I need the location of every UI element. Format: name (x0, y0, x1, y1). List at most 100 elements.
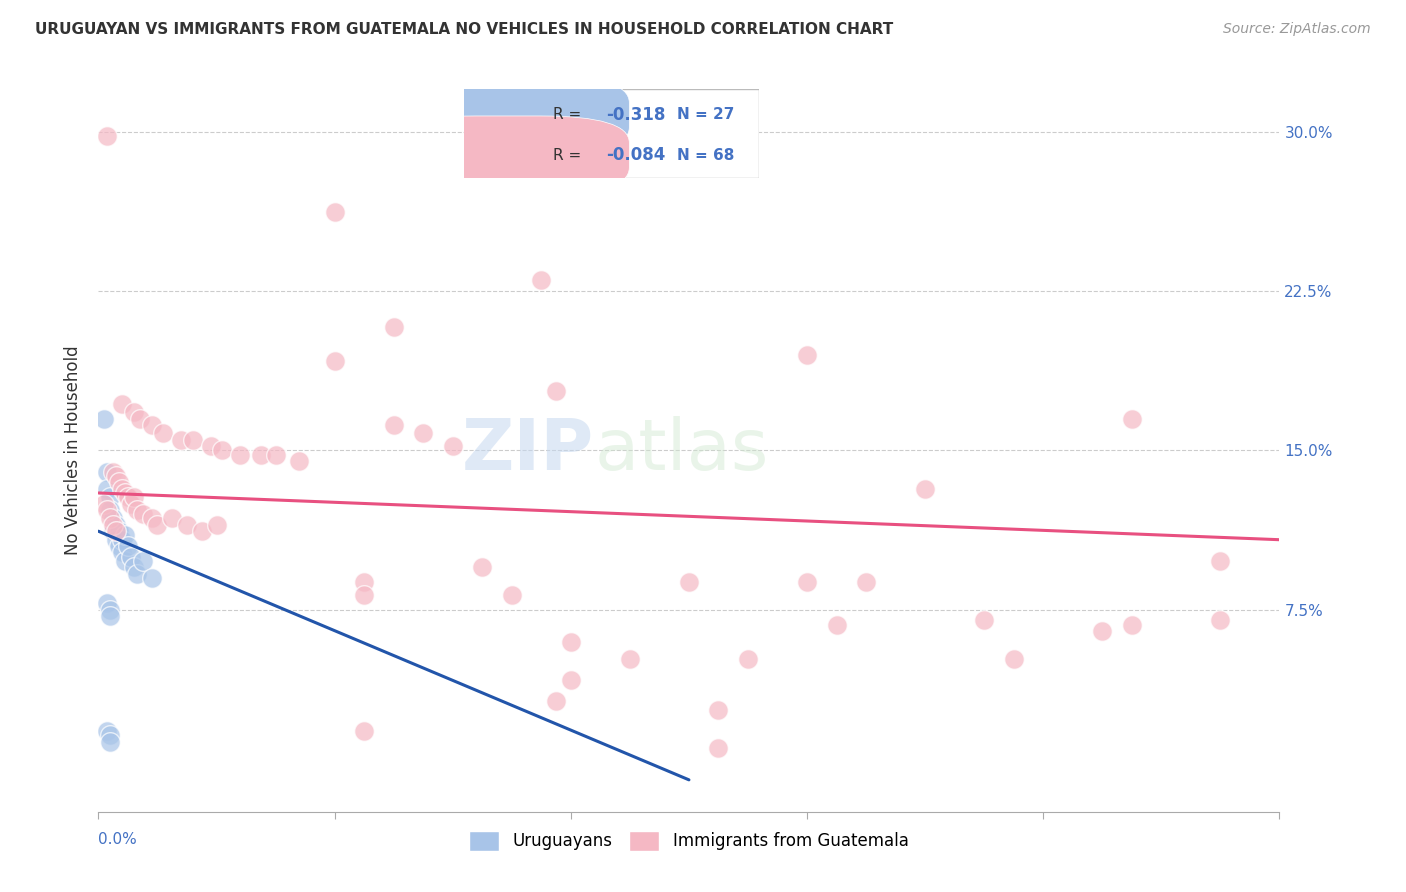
Point (146, 517, 169, 532)
Point (229, 448, 252, 462)
Point (560, 634, 582, 648)
Point (191, 524, 214, 539)
Point (501, 588, 523, 602)
Point (737, 651, 759, 665)
Point (111, 482, 134, 496)
FancyBboxPatch shape (387, 116, 630, 194)
Point (412, 426, 434, 441)
Point (96, 503, 118, 517)
Legend: Uruguayans, Immigrants from Guatemala: Uruguayans, Immigrants from Guatemala (463, 824, 915, 857)
Point (98, 511, 121, 525)
Point (205, 517, 228, 532)
Point (132, 554, 155, 568)
Point (98, 503, 121, 517)
Point (1121, 411, 1143, 425)
Point (105, 524, 128, 539)
Point (114, 486, 136, 500)
Text: N = 68: N = 68 (676, 148, 734, 162)
Point (128, 411, 150, 425)
Point (108, 524, 131, 539)
Point (114, 528, 136, 542)
Text: Source: ZipAtlas.com: Source: ZipAtlas.com (1223, 22, 1371, 37)
Point (1209, 554, 1232, 568)
Point (546, 384, 568, 398)
FancyBboxPatch shape (387, 76, 630, 154)
Point (264, 448, 287, 462)
Point (111, 397, 134, 411)
Point (103, 511, 125, 525)
Point (141, 511, 163, 525)
Point (619, 651, 641, 665)
Point (796, 348, 818, 362)
Point (288, 454, 311, 468)
Point (111, 533, 134, 547)
Text: URUGUAYAN VS IMMIGRANTS FROM GUATEMALA NO VEHICLES IN HOUSEHOLD CORRELATION CHAR: URUGUAYAN VS IMMIGRANTS FROM GUATEMALA N… (35, 22, 893, 37)
Point (96, 128, 118, 143)
Point (108, 475, 131, 490)
Point (707, 741, 730, 756)
Point (120, 497, 142, 511)
Point (125, 566, 148, 581)
Point (353, 588, 375, 602)
Text: ZIP: ZIP (463, 416, 595, 485)
Text: -0.084: -0.084 (606, 146, 665, 164)
Point (200, 439, 222, 453)
Point (441, 439, 464, 453)
Point (471, 560, 494, 574)
Point (98, 728, 121, 742)
Point (96, 465, 118, 479)
Point (98, 734, 121, 748)
Point (122, 405, 145, 419)
Point (105, 469, 128, 483)
Point (1209, 614, 1232, 628)
Point (678, 575, 700, 590)
Point (323, 205, 346, 219)
Text: -0.318: -0.318 (606, 105, 665, 124)
Point (250, 448, 273, 462)
Point (117, 490, 139, 504)
Point (1002, 651, 1025, 665)
Point (132, 507, 155, 521)
Point (176, 517, 198, 532)
Point (117, 539, 139, 553)
Point (120, 549, 142, 564)
Point (530, 273, 553, 287)
Point (546, 694, 568, 708)
Point (560, 673, 582, 687)
Point (98, 490, 121, 504)
Point (855, 575, 877, 590)
Point (93, 497, 115, 511)
Point (323, 354, 346, 368)
Point (353, 575, 375, 590)
Point (122, 560, 145, 574)
Point (162, 511, 183, 525)
Y-axis label: No Vehicles in Household: No Vehicles in Household (63, 345, 82, 556)
Point (211, 443, 233, 458)
Text: N = 27: N = 27 (676, 107, 734, 122)
Point (103, 517, 125, 532)
Point (105, 533, 128, 547)
Point (93, 411, 115, 425)
Point (170, 433, 193, 447)
Point (707, 703, 730, 717)
Point (973, 614, 995, 628)
Point (114, 554, 136, 568)
Point (105, 517, 128, 532)
Text: atlas: atlas (595, 416, 769, 485)
Point (103, 465, 125, 479)
Point (141, 571, 163, 585)
Point (125, 503, 148, 517)
Point (111, 545, 134, 559)
Point (141, 417, 163, 432)
Point (353, 723, 375, 738)
FancyBboxPatch shape (464, 89, 759, 178)
Point (152, 426, 174, 441)
Point (108, 539, 131, 553)
Point (96, 597, 118, 611)
Point (825, 617, 848, 632)
Point (98, 603, 121, 617)
Point (382, 320, 405, 334)
Point (103, 524, 125, 539)
Point (1121, 617, 1143, 632)
Point (181, 433, 204, 447)
